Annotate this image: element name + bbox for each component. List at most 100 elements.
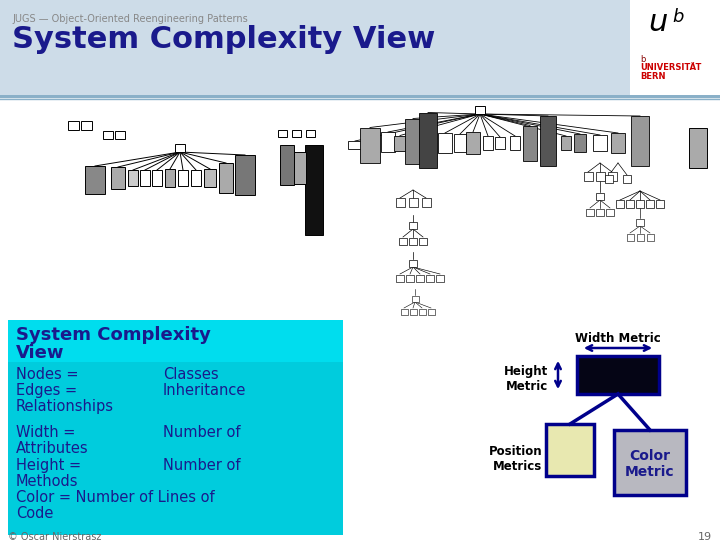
Text: Classes: Classes [163,367,219,382]
Bar [406,274,414,281]
Bar [294,152,306,184]
Bar [381,132,395,152]
Bar [419,112,437,167]
Text: Nodes =: Nodes = [16,367,78,382]
Text: b: b [640,55,645,64]
Bar [616,200,624,208]
Text: Number of: Number of [163,425,240,440]
Bar [81,120,91,130]
Text: Relationships: Relationships [16,399,114,414]
Bar [631,116,649,166]
Bar [495,137,505,149]
Bar [140,170,150,186]
Bar [418,309,426,315]
Text: $\mathit{b}$: $\mathit{b}$ [672,8,685,26]
Bar [593,135,607,151]
Bar [305,130,315,137]
Bar [8,362,343,535]
Bar [428,309,434,315]
Bar [611,133,625,153]
Bar [277,130,287,137]
Bar [408,198,418,206]
Text: View: View [16,344,65,362]
Bar [523,125,537,160]
Text: Attributes: Attributes [16,441,89,456]
Bar [405,118,421,164]
Bar [115,131,125,139]
Bar [399,238,407,245]
Bar [421,198,431,206]
Bar [595,172,605,180]
Bar [111,167,125,189]
Bar [426,274,434,281]
Text: Methods: Methods [16,474,78,489]
Bar [165,169,175,187]
Bar [689,128,707,168]
Bar [647,233,654,240]
Bar [636,219,644,226]
Bar [409,221,417,228]
Bar [409,238,417,245]
Text: System Complexity: System Complexity [16,326,211,344]
Bar [626,200,634,208]
Text: Color = Number of Lines of: Color = Number of Lines of [16,490,215,505]
Text: Width =: Width = [16,425,76,440]
Bar [466,132,480,154]
Text: Number of: Number of [163,458,240,473]
Bar [0,0,630,95]
Bar [623,175,631,183]
Text: Edges =: Edges = [16,383,77,398]
Bar [510,136,520,150]
Bar [561,136,571,150]
Bar [577,356,659,394]
Text: JUGS — Object-Oriented Reengineering Patterns: JUGS — Object-Oriented Reengineering Pat… [12,14,248,24]
Text: System Complexity View: System Complexity View [12,25,436,54]
Bar [395,198,405,206]
Bar [596,192,604,199]
Bar [128,170,138,186]
Bar [626,233,634,240]
Bar [191,170,201,186]
Bar [646,200,654,208]
Bar [292,130,300,137]
Bar [409,260,417,267]
Bar [85,166,105,194]
Bar [348,141,362,149]
Text: $\mathit{u}$: $\mathit{u}$ [648,8,668,37]
Bar [412,296,418,302]
Bar [68,120,78,130]
Text: Inheritance: Inheritance [163,383,246,398]
Text: UNIVERSITÄT: UNIVERSITÄT [640,63,701,72]
Bar [235,155,255,195]
Bar [540,116,556,166]
Bar [8,320,343,362]
Text: Height =: Height = [16,458,81,473]
Bar [416,274,424,281]
Bar [400,309,408,315]
Text: Width Metric: Width Metric [575,332,661,345]
Bar [483,136,493,150]
Bar [636,233,644,240]
Bar [630,0,720,95]
Bar [546,424,594,476]
Text: 19: 19 [698,532,712,540]
Bar [475,106,485,114]
Bar [394,136,406,151]
Bar [636,200,644,208]
Text: BERN: BERN [640,72,665,81]
Text: © Oscar Nierstrasz: © Oscar Nierstrasz [8,532,102,540]
Bar [605,175,613,183]
Bar [410,309,416,315]
Bar [103,131,113,139]
Bar [586,208,594,215]
Text: Color: Color [629,449,670,463]
Bar [175,144,185,152]
Text: Code: Code [16,506,53,521]
Bar [583,172,593,180]
Bar [438,133,452,153]
Bar [608,172,616,180]
Bar [436,274,444,281]
Text: Height
Metric: Height Metric [504,365,548,393]
Bar [152,170,162,186]
Bar [596,208,604,215]
